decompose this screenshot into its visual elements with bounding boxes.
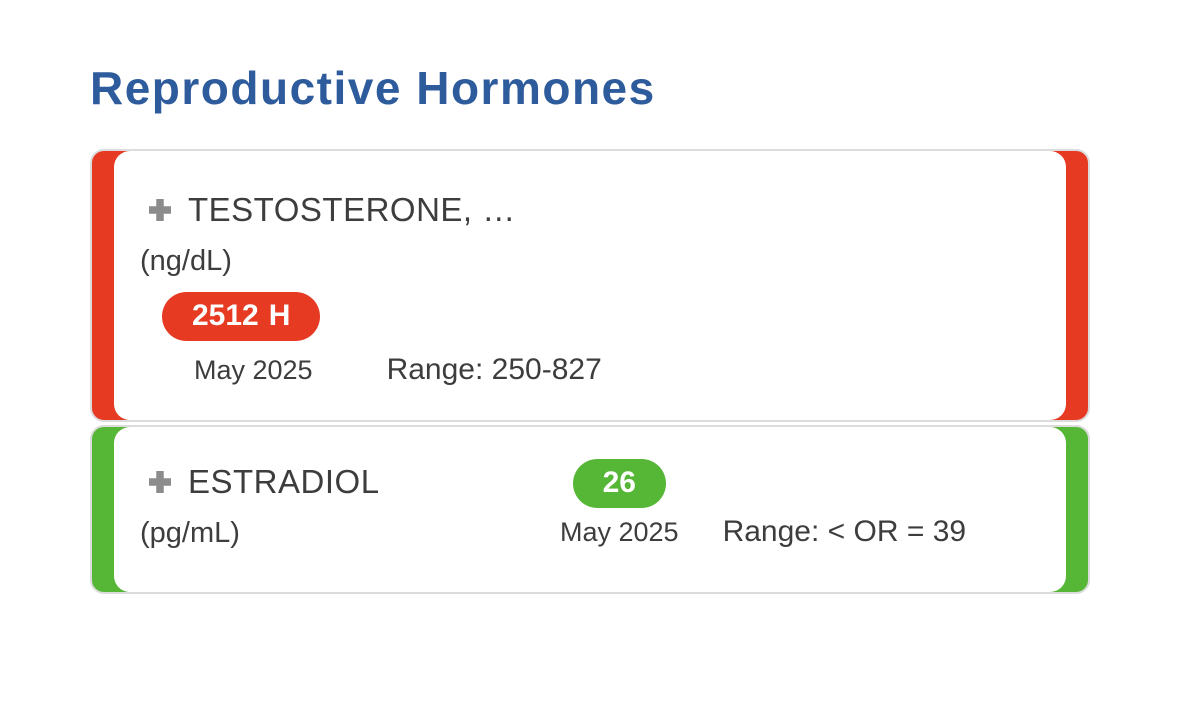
reference-range: Range: < OR = 39	[722, 514, 967, 548]
test-units: (pg/mL)	[140, 516, 240, 549]
plus-icon	[149, 198, 171, 221]
page-title: Reproductive Hormones	[90, 62, 656, 114]
result-value-column: 26 May 2025	[560, 458, 679, 592]
result-value-badge: 2512 H	[162, 291, 321, 341]
expand-test-button[interactable]	[144, 466, 176, 498]
result-card-testosterone: TESTOSTERONE, … (ng/dL) 2512 H May 2025 R…	[90, 148, 1090, 422]
expand-test-button[interactable]	[144, 194, 176, 226]
test-name: ESTRADIOL	[188, 462, 380, 500]
result-flag: H	[268, 298, 291, 332]
test-name: TESTOSTERONE, …	[188, 190, 516, 228]
result-meta-row: May 2025 Range: 250-827	[140, 353, 1056, 387]
plus-icon	[149, 470, 171, 493]
test-name-row: TESTOSTERONE, …	[140, 191, 1056, 229]
test-name-row: ESTRADIOL	[140, 463, 560, 501]
result-value: 26	[602, 465, 636, 499]
test-units: (ng/dL)	[140, 244, 232, 277]
result-card-estradiol: ESTRADIOL (pg/mL) 26 May 2025 Range: < O…	[90, 424, 1090, 594]
reference-range: Range: 250-827	[386, 352, 602, 386]
result-card-inner: ESTRADIOL (pg/mL) 26 May 2025 Range: < O…	[114, 426, 1066, 592]
result-date: May 2025	[560, 516, 679, 547]
result-card-inner: TESTOSTERONE, … (ng/dL) 2512 H May 2025 R…	[114, 150, 1066, 420]
test-name-column: ESTRADIOL (pg/mL)	[140, 463, 560, 592]
result-value-badge: 26	[572, 458, 666, 508]
result-value: 2512	[192, 298, 259, 332]
lab-results-page: Reproductive Hormones TESTOSTERONE, … (n…	[90, 62, 1090, 594]
result-date: May 2025	[194, 354, 313, 385]
